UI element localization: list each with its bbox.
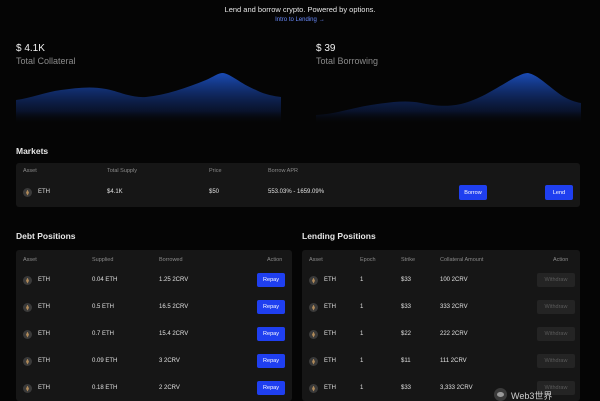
withdraw-button[interactable]: Withdraw (537, 273, 575, 287)
markets-header-asset: Asset (23, 168, 37, 174)
lending-row-epoch: 1 (360, 385, 364, 391)
debt-row-asset: ETH (38, 358, 50, 364)
borrowing-area-chart (316, 73, 581, 124)
debt-row-supplied: 0.04 ETH (92, 277, 118, 283)
lending-positions-title: Lending Positions (302, 231, 376, 241)
wechat-logo-icon (494, 388, 507, 401)
total-collateral-stat: $ 4.1K Total Collateral (16, 43, 76, 67)
lending-row-epoch: 1 (360, 331, 364, 337)
eth-icon (23, 276, 32, 285)
repay-button[interactable]: Repay (257, 381, 285, 395)
lending-header-action: Action (553, 257, 569, 263)
repay-button[interactable]: Repay (257, 327, 285, 341)
debt-row-supplied: 0.18 ETH (92, 385, 118, 391)
eth-icon (309, 357, 318, 366)
lend-button[interactable]: Lend (545, 185, 573, 200)
debt-header-supplied: Supplied (92, 257, 114, 263)
debt-row-asset: ETH (38, 304, 50, 310)
eth-icon (309, 276, 318, 285)
markets-table: Asset Total Supply Price Borrow APR ETH … (16, 163, 580, 207)
markets-header-borrow-apr: Borrow APR (268, 168, 298, 174)
eth-icon (309, 384, 318, 393)
eth-icon (23, 357, 32, 366)
debt-row-asset: ETH (38, 331, 50, 337)
lending-header-epoch: Epoch (360, 257, 376, 263)
watermark: Web3世界 (494, 388, 600, 401)
lending-row-asset: ETH (324, 385, 336, 391)
eth-icon (23, 330, 32, 339)
intro-to-lending-link[interactable]: Intro to Lending → (0, 17, 600, 23)
withdraw-button[interactable]: Withdraw (537, 354, 575, 368)
lending-header-asset: Asset (309, 257, 323, 263)
debt-positions-title: Debt Positions (16, 231, 76, 241)
eth-icon (23, 303, 32, 312)
debt-row-borrowed: 1.25 2CRV (159, 277, 189, 283)
debt-header-asset: Asset (23, 257, 37, 263)
total-borrowing-value: $ 39 (316, 43, 336, 54)
markets-header-total-supply: Total Supply (107, 168, 137, 174)
lending-row-collateral-amount: 111 2CRV (440, 358, 467, 364)
repay-button[interactable]: Repay (257, 354, 285, 368)
debt-row-supplied: 0.09 ETH (92, 358, 118, 364)
debt-row-borrowed: 15.4 2CRV (159, 331, 189, 337)
page-tagline: Lend and borrow crypto. Powered by optio… (224, 5, 376, 14)
markets-price: $50 (209, 189, 220, 195)
eth-icon (309, 303, 318, 312)
debt-header-borrowed: Borrowed (159, 257, 183, 263)
lending-row-epoch: 1 (360, 358, 364, 364)
lending-row-epoch: 1 (360, 304, 364, 310)
eth-icon (23, 188, 32, 197)
lending-row-strike: $33 (401, 385, 412, 391)
markets-header-price: Price (209, 168, 222, 174)
lending-row-strike: $33 (401, 277, 412, 283)
borrowing-area (316, 73, 581, 124)
collateral-area (16, 73, 281, 124)
intro-link-label[interactable]: Intro to Lending (275, 17, 317, 23)
debt-row-supplied: 0.7 ETH (92, 331, 115, 337)
lending-header-strike: Strike (401, 257, 416, 263)
markets-asset: ETH (38, 189, 50, 195)
lending-row-asset: ETH (324, 331, 336, 337)
total-collateral-value: $ 4.1K (16, 43, 45, 54)
eth-icon (309, 330, 318, 339)
debt-row-borrowed: 16.5 2CRV (159, 304, 189, 310)
arrow-right-icon[interactable]: → (318, 17, 325, 23)
debt-header-action: Action (267, 257, 283, 263)
borrow-button[interactable]: Borrow (459, 185, 487, 200)
debt-row-asset: ETH (38, 277, 50, 283)
markets-title: Markets (16, 146, 49, 156)
lending-row-asset: ETH (324, 277, 336, 283)
withdraw-button[interactable]: Withdraw (537, 381, 575, 395)
total-collateral-label: Total Collateral (16, 56, 76, 66)
lending-positions-table: Asset Epoch Strike Collateral Amount Act… (302, 250, 580, 401)
lending-row-epoch: 1 (360, 277, 364, 283)
lending-row-collateral-amount: 222 2CRV (440, 331, 468, 337)
total-borrowing-stat: $ 39 Total Borrowing (316, 43, 378, 67)
lending-row-strike: $33 (401, 304, 412, 310)
lending-header-collateral-amount: Collateral Amount (440, 257, 484, 263)
lending-row-collateral-amount: 333 2CRV (440, 304, 468, 310)
lending-row-asset: ETH (324, 304, 336, 310)
collateral-area-chart (16, 73, 281, 124)
eth-icon (23, 384, 32, 393)
withdraw-button[interactable]: Withdraw (537, 327, 575, 341)
lending-row-asset: ETH (324, 358, 336, 364)
lending-row-strike: $11 (401, 358, 411, 364)
repay-button[interactable]: Repay (257, 300, 285, 314)
withdraw-button[interactable]: Withdraw (537, 300, 575, 314)
debt-row-supplied: 0.5 ETH (92, 304, 115, 310)
total-borrowing-label: Total Borrowing (316, 56, 379, 66)
markets-borrow-apr: 553.03% - 1659.09% (268, 189, 325, 195)
watermark-text: Web3世界 (511, 391, 553, 401)
debt-row-borrowed: 3 2CRV (159, 358, 180, 364)
repay-button[interactable]: Repay (257, 273, 285, 287)
lending-row-strike: $22 (401, 331, 412, 337)
debt-row-borrowed: 2 2CRV (159, 385, 180, 391)
lending-row-collateral-amount: 3,333 2CRV (440, 385, 473, 391)
debt-positions-table: Asset Supplied Borrowed Action ETH 0.04 … (16, 250, 292, 401)
lending-row-collateral-amount: 100 2CRV (440, 277, 468, 283)
markets-total-supply: $4.1K (107, 189, 123, 195)
debt-row-asset: ETH (38, 385, 50, 391)
